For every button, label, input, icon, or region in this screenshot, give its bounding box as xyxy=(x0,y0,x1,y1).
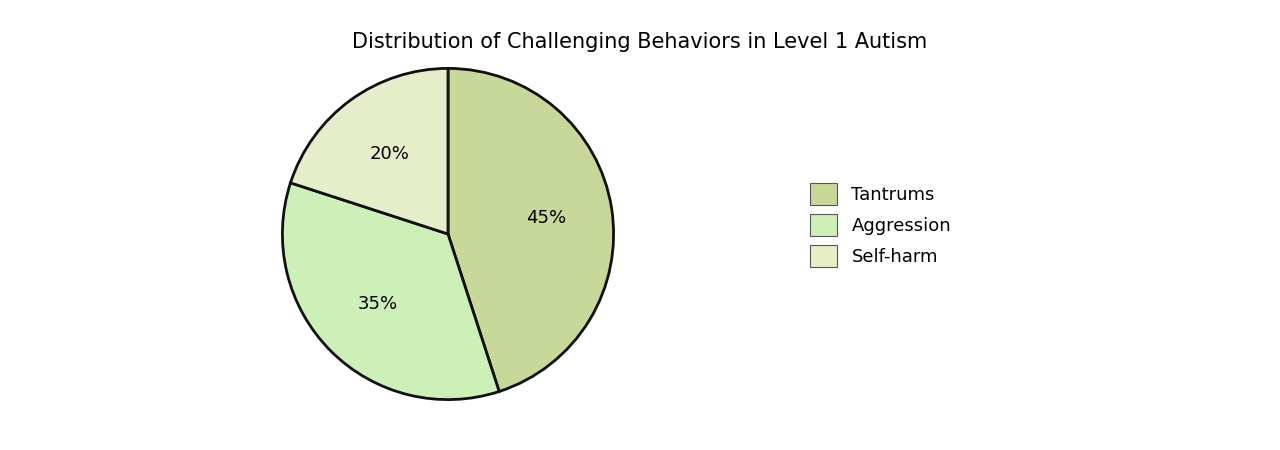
Text: 20%: 20% xyxy=(370,144,410,162)
Text: 35%: 35% xyxy=(357,295,398,313)
Text: Distribution of Challenging Behaviors in Level 1 Autism: Distribution of Challenging Behaviors in… xyxy=(352,32,928,51)
Text: 45%: 45% xyxy=(526,209,566,227)
Legend: Tantrums, Aggression, Self-harm: Tantrums, Aggression, Self-harm xyxy=(803,176,959,274)
Wedge shape xyxy=(291,68,448,234)
Wedge shape xyxy=(283,183,499,400)
Wedge shape xyxy=(448,68,613,391)
